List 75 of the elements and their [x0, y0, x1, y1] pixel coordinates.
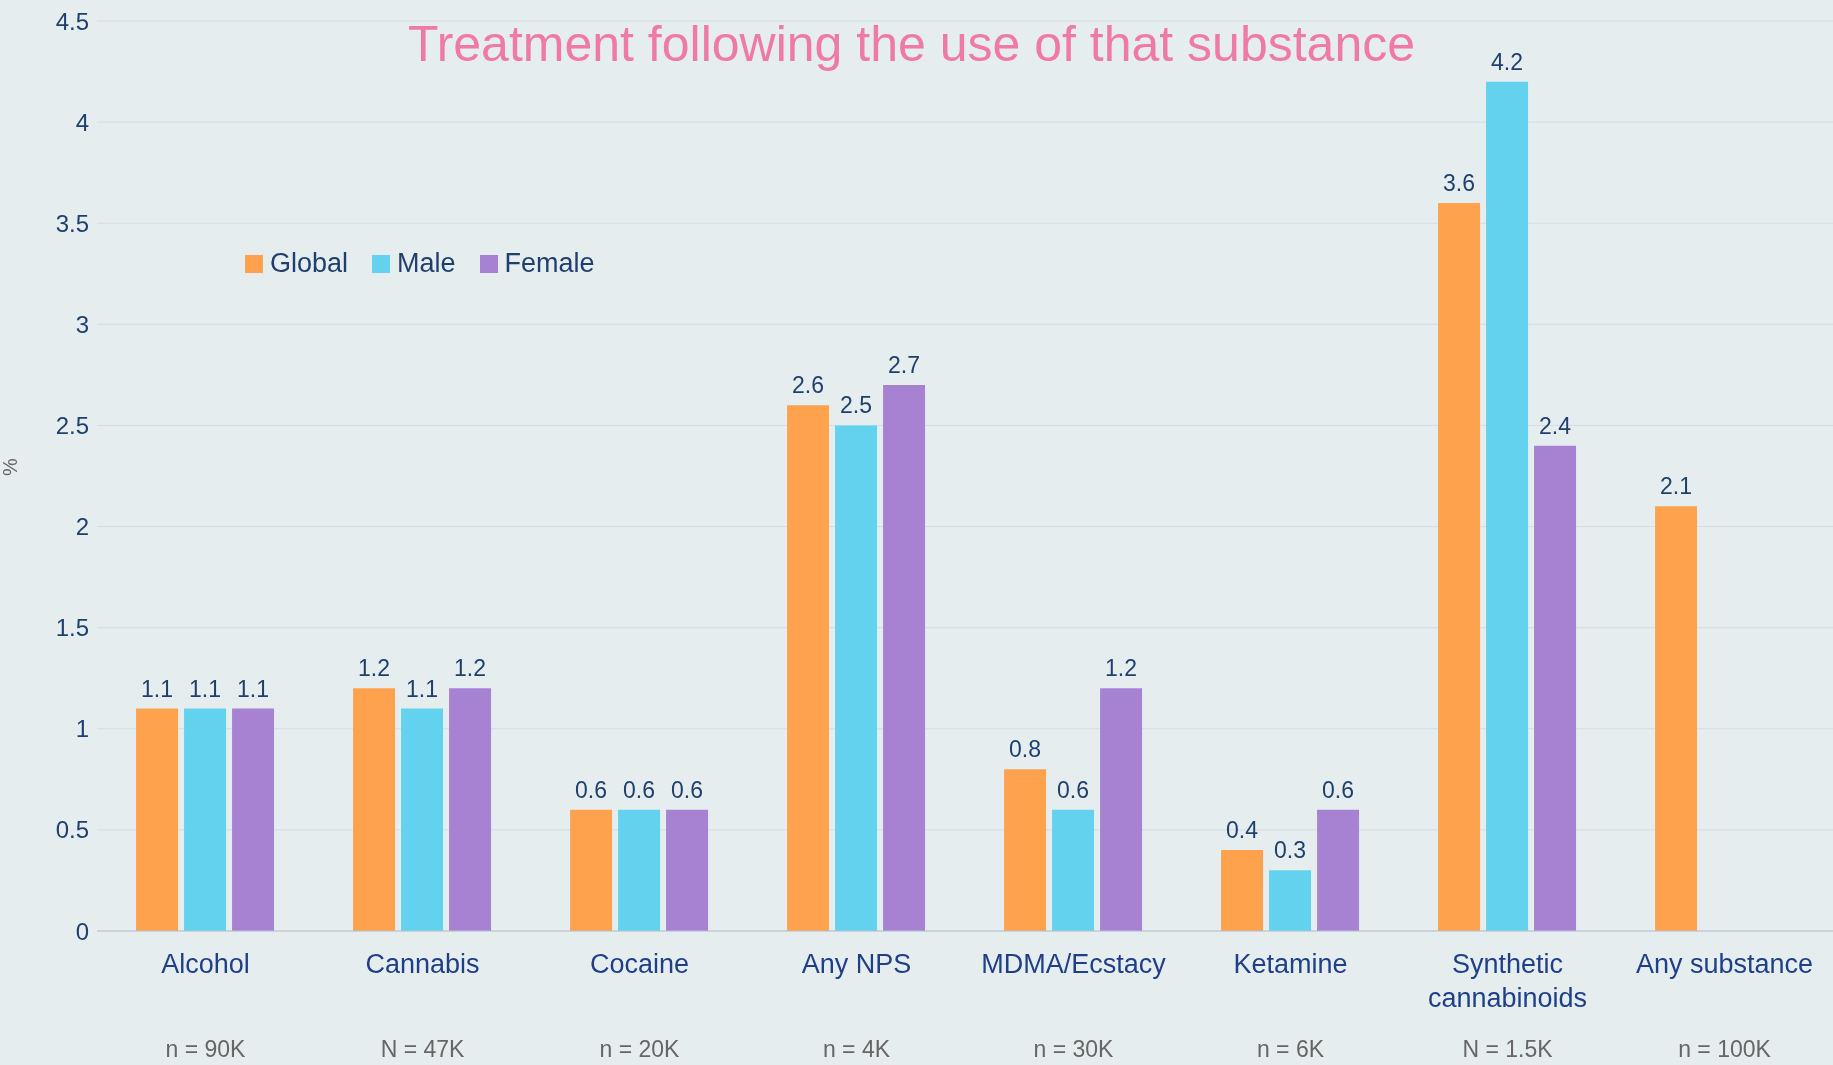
data-label: 2.6 — [792, 372, 825, 399]
data-label: 0.6 — [623, 776, 656, 803]
text: n = 90K — [165, 1036, 247, 1062]
x-tick-label: Synthetic cannabinoids — [1427, 949, 1588, 1013]
text: n = 20K — [599, 1036, 681, 1062]
data-label: 0.6 — [671, 776, 704, 803]
x-tick-label: Alcohol — [161, 949, 250, 979]
data-label: 0.3 — [1274, 837, 1307, 864]
data-label: 0.8 — [1009, 736, 1042, 763]
data-label: 1.2 — [454, 655, 487, 682]
bar — [184, 708, 227, 931]
legend-label: Female — [504, 248, 595, 279]
bar — [787, 405, 830, 931]
y-axis-title: % — [0, 458, 22, 476]
y-tick-label: 0.5 — [55, 816, 89, 844]
legend-label: Global — [270, 248, 349, 279]
bar — [1052, 809, 1095, 931]
data-label: 1.1 — [237, 675, 270, 702]
bar — [1438, 203, 1481, 931]
x-tick-label: Any NPS — [801, 949, 912, 979]
data-label: 2.5 — [840, 392, 873, 419]
data-label: 1.1 — [406, 675, 439, 702]
data-label: 1.2 — [358, 655, 391, 682]
text: N = 47K — [380, 1036, 466, 1062]
data-label: 4.2 — [1491, 48, 1524, 75]
text: N = 1.5K — [1462, 1036, 1554, 1062]
data-label: 3.6 — [1443, 170, 1476, 196]
x-tick-label: Cannabis — [365, 949, 480, 979]
bar — [232, 708, 275, 931]
data-label: 0.6 — [575, 776, 608, 803]
y-tick-label: 1.5 — [55, 614, 89, 642]
y-tick-label: 0 — [75, 917, 89, 945]
x-tick-label: MDMA/Ecstacy — [981, 949, 1167, 979]
data-label: 0.4 — [1226, 817, 1259, 844]
x-tick-label: Ketamine — [1233, 949, 1348, 979]
data-label: 1.2 — [1105, 655, 1138, 682]
y-tick-label: 3 — [75, 310, 89, 338]
chart-title: Treatment following the use of that substance — [407, 16, 1416, 72]
x-tick-label: Any substance — [1635, 949, 1814, 979]
text: n = 6K — [1256, 1036, 1325, 1062]
y-tick-label: 4 — [75, 108, 89, 136]
bar — [1317, 809, 1360, 931]
text: n = 30K — [1033, 1036, 1115, 1062]
bar — [1004, 769, 1047, 931]
data-label: 0.6 — [1322, 776, 1355, 803]
bar — [883, 385, 926, 931]
bar — [1269, 870, 1312, 931]
y-tick-label: 2.5 — [55, 411, 89, 439]
y-tick-label: 2 — [75, 513, 89, 541]
bar — [666, 809, 709, 931]
bar — [449, 688, 492, 931]
bar — [1534, 445, 1577, 931]
data-label: 0.6 — [1057, 776, 1090, 803]
y-tick-label: 1 — [75, 715, 89, 743]
data-label: 1.1 — [141, 675, 174, 702]
y-tick-label: 4.5 — [55, 7, 89, 35]
data-label: 1.1 — [189, 675, 222, 702]
legend-label: Male — [397, 248, 456, 279]
bar — [570, 809, 613, 931]
bar — [401, 708, 444, 931]
bar — [136, 708, 179, 931]
bar — [1100, 688, 1143, 931]
bar — [353, 688, 396, 931]
bar — [1655, 506, 1698, 931]
text: n = 100K — [1678, 1036, 1772, 1062]
x-tick-label: Cocaine — [589, 949, 690, 979]
bar — [1221, 850, 1264, 931]
bar — [618, 809, 661, 931]
data-label: 2.1 — [1660, 473, 1693, 500]
text: n = 4K — [822, 1036, 891, 1062]
data-label: 2.4 — [1539, 412, 1572, 439]
data-label: 2.7 — [888, 352, 921, 378]
bar — [835, 425, 878, 931]
bar — [1486, 81, 1529, 931]
y-tick-label: 3.5 — [55, 209, 89, 237]
